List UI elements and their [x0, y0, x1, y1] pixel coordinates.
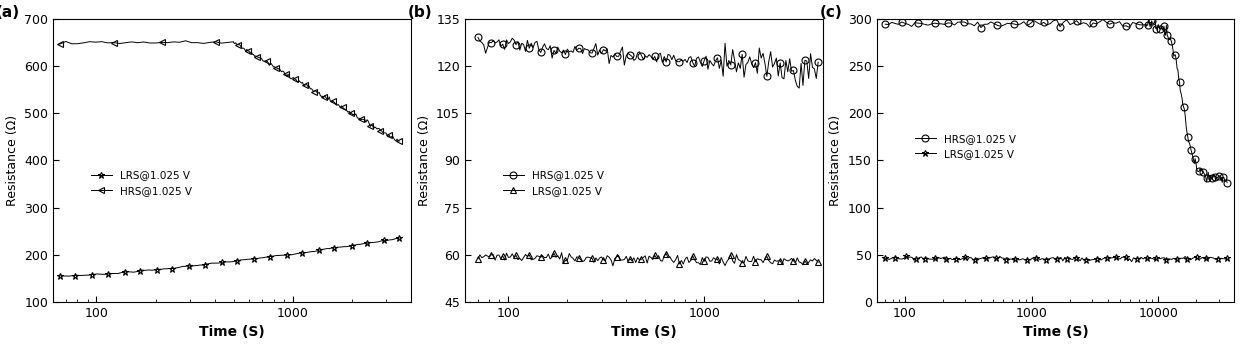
Text: (a): (a)	[0, 5, 20, 20]
Text: (b): (b)	[408, 5, 433, 20]
X-axis label: Time (S): Time (S)	[198, 325, 264, 339]
Legend: LRS@1.025 V, HRS@1.025 V: LRS@1.025 V, HRS@1.025 V	[87, 166, 196, 200]
Legend: HRS@1.025 V, LRS@1.025 V: HRS@1.025 V, LRS@1.025 V	[498, 166, 608, 200]
X-axis label: Time (S): Time (S)	[611, 325, 677, 339]
Y-axis label: Resistance (Ω): Resistance (Ω)	[830, 115, 842, 206]
X-axis label: Time (S): Time (S)	[1023, 325, 1089, 339]
Y-axis label: Resistance (Ω): Resistance (Ω)	[5, 115, 19, 206]
Legend: HRS@1.025 V, LRS@1.025 V: HRS@1.025 V, LRS@1.025 V	[910, 129, 1021, 163]
Y-axis label: Resistance (Ω): Resistance (Ω)	[418, 115, 430, 206]
Text: (c): (c)	[820, 5, 842, 20]
